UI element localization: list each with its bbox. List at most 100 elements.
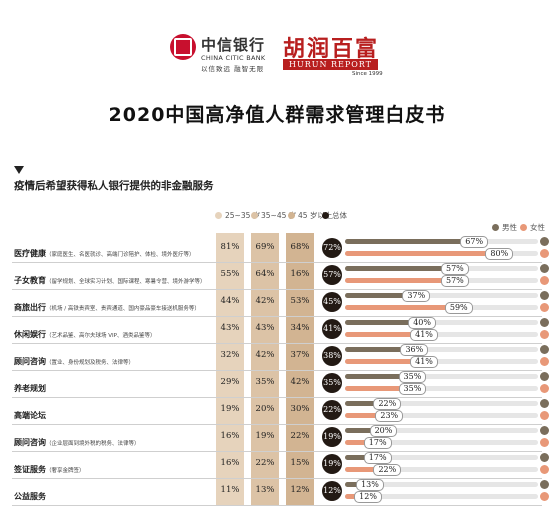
row-sub: （奢享金牌签） xyxy=(46,468,85,474)
age-value: 32% xyxy=(220,350,240,360)
legend-age-25-35: 25~35 岁 xyxy=(215,210,260,221)
female-bar-track xyxy=(345,332,538,337)
age-value: 42% xyxy=(290,377,310,387)
male-bar xyxy=(345,374,413,379)
age-value: 19% xyxy=(220,404,240,414)
age-value: 29% xyxy=(220,377,240,387)
row-name: 签证服务 xyxy=(14,465,46,474)
row-name: 休闲娱行 xyxy=(14,330,46,339)
total-value-badge: 38% xyxy=(322,346,342,366)
row-divider xyxy=(12,343,542,344)
row-sub: （家庭医生、名医就诊、高端门诊陪护、体检、境外医疗等） xyxy=(46,252,195,258)
row-label: 顾问咨询（企业层面到境外税的税务、法律等） xyxy=(14,430,140,449)
row-sub: （企业层面到境外税的税务、法律等） xyxy=(46,441,140,447)
citic-name-en: CHINA CITIC BANK xyxy=(201,54,266,62)
total-value-badge: 72% xyxy=(322,238,342,258)
page-title: 2020中国高净值人群需求管理白皮书 xyxy=(108,104,446,126)
male-bar xyxy=(345,401,388,406)
row-divider xyxy=(12,478,542,479)
female-value-label: 22% xyxy=(373,464,402,476)
age-value: 43% xyxy=(255,323,275,333)
male-value-label: 37% xyxy=(402,290,431,302)
age-value: 30% xyxy=(290,404,310,414)
legend-dot-icon xyxy=(322,212,329,219)
row-divider xyxy=(12,262,542,263)
hurun-since: Since 1999 xyxy=(352,71,383,77)
female-bar xyxy=(345,278,455,283)
male-value-label: 36% xyxy=(400,344,429,356)
row-label: 顾问咨询（置业、身份规划及税务、法律等） xyxy=(14,349,134,368)
age-value: 44% xyxy=(220,296,240,306)
legend-dot-icon xyxy=(251,212,258,219)
female-bar xyxy=(345,467,388,472)
female-end-cap-icon xyxy=(540,249,549,258)
female-value-label: 17% xyxy=(363,437,392,449)
row-label: 休闲娱行（艺术品鉴、高尔夫球场 VIP、酒类品鉴等） xyxy=(14,322,155,341)
legend-dot-icon xyxy=(492,224,499,231)
age-value: 11% xyxy=(220,485,240,495)
row-label: 子女教育（留学规划、全球实习计划、国际课程、寒暑令营、境外游学等） xyxy=(14,268,206,287)
male-bar xyxy=(345,320,423,325)
male-end-cap-icon xyxy=(540,399,549,408)
row-label: 养老规划 xyxy=(14,376,46,395)
total-value-badge: 22% xyxy=(322,400,342,420)
total-value-badge: 57% xyxy=(322,265,342,285)
age-value: 12% xyxy=(290,485,310,495)
row-name: 商旅出行 xyxy=(14,303,46,312)
female-end-cap-icon xyxy=(540,330,549,339)
male-bar-track xyxy=(345,428,538,433)
legend-label: 45 岁以上 xyxy=(298,211,333,220)
age-value: 37% xyxy=(290,350,310,360)
age-value: 42% xyxy=(255,350,275,360)
legend-label: 男性 xyxy=(502,223,517,232)
male-value-label: 40% xyxy=(408,317,436,329)
female-end-cap-icon xyxy=(540,276,549,285)
male-value-label: 22% xyxy=(373,398,402,410)
male-bar-track xyxy=(345,455,538,460)
female-value-label: 59% xyxy=(444,302,473,314)
age-value: 64% xyxy=(255,269,275,279)
age-value: 68% xyxy=(290,242,310,252)
male-value-label: 20% xyxy=(369,425,398,437)
age-value: 81% xyxy=(220,242,240,252)
row-label: 医疗健康（家庭医生、名医就诊、高端门诊陪护、体检、境外医疗等） xyxy=(14,241,195,260)
female-value-label: 23% xyxy=(375,410,404,422)
female-bar-track xyxy=(345,413,538,418)
male-value-label: 35% xyxy=(398,371,427,383)
male-end-cap-icon xyxy=(540,318,549,327)
age-value: 16% xyxy=(220,431,240,441)
legend-label: 25~35 岁 xyxy=(225,211,261,220)
age-column-35-45 xyxy=(251,233,279,505)
row-name: 公益服务 xyxy=(14,492,46,501)
age-value: 53% xyxy=(290,296,310,306)
row-divider xyxy=(12,397,542,398)
female-value-label: 80% xyxy=(485,248,514,260)
male-bar xyxy=(345,293,417,298)
hurun-name-cn: 胡润百富 xyxy=(283,37,380,62)
female-end-cap-icon xyxy=(540,438,549,447)
legend-dot-icon xyxy=(288,212,295,219)
row-label: 公益服务 xyxy=(14,484,46,503)
age-column-25-35 xyxy=(216,233,244,505)
age-value: 22% xyxy=(290,431,310,441)
female-bar xyxy=(345,359,425,364)
female-end-cap-icon xyxy=(540,492,549,501)
triangle-down-icon xyxy=(14,166,24,174)
row-label: 高端论坛 xyxy=(14,403,46,422)
row-label: 签证服务（奢享金牌签） xyxy=(14,457,85,476)
citic-name-cn: 中信银行 xyxy=(201,36,266,54)
row-label: 商旅出行（机场 / 高铁贵宾室、贵宾通道、国内豪品豪车接送机服务等） xyxy=(14,295,200,314)
female-bar xyxy=(345,332,425,337)
female-bar-track xyxy=(345,494,538,499)
female-bar-track xyxy=(345,440,538,445)
row-sub: （置业、身份规划及税务、法律等） xyxy=(46,360,135,366)
female-bar xyxy=(345,413,390,418)
female-end-cap-icon xyxy=(540,357,549,366)
male-bar-track xyxy=(345,347,538,352)
row-name: 顾问咨询 xyxy=(14,438,46,447)
row-name: 养老规划 xyxy=(14,384,46,393)
age-value: 16% xyxy=(220,458,240,468)
male-bar-track xyxy=(345,401,538,406)
male-bar-track xyxy=(345,293,538,298)
row-sub: （留学规划、全球实习计划、国际课程、寒暑令营、境外游学等） xyxy=(46,279,206,285)
